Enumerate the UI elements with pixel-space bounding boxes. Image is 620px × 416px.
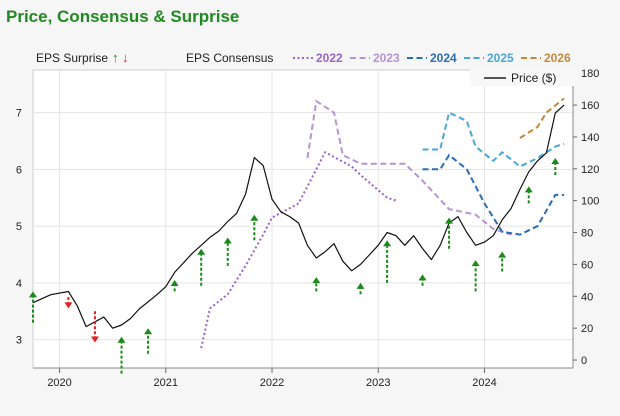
y-right-tick-100: 100 [581,196,599,208]
y-left-tick-6: 6 [16,164,22,176]
legend-consensus-label-2022: 2022 [316,51,343,65]
legend-consensus-label-2023: 2023 [373,51,400,65]
y-left-tick-7: 7 [16,108,22,120]
surprise-markers [29,157,560,374]
surprise-marker-up-10 [356,282,365,295]
surprise-marker-up-9 [312,277,321,292]
legend: EPS Surprise ↑ ↓ EPS Consensus 2022 2023 2… [36,50,578,86]
y-right-tick-20: 20 [581,323,593,335]
x-tick-2024: 2024 [472,377,496,389]
surprise-marker-up-0 [29,291,37,323]
legend-consensus-label-2026: 2026 [544,51,571,65]
legend-consensus-entries: 2022 2023 2024 2025 2026 [293,51,571,65]
legend-price-label: Price ($) [511,71,556,85]
y-right-tick-40: 40 [581,291,593,303]
y-right-tick-140: 140 [581,132,599,144]
surprise-marker-up-17 [551,157,560,176]
surprise-marker-down-1 [64,297,73,309]
x-tick-2023: 2023 [366,377,390,389]
legend-price-box [470,69,578,86]
y-right-tick-120: 120 [581,164,599,176]
legend-surprise-up-icon: ↑ [112,50,119,65]
grid-lines [33,70,573,368]
surprise-marker-up-13 [445,217,454,249]
y-right-tick-60: 60 [581,259,593,271]
legend-consensus-label-2024: 2024 [430,51,457,65]
price-line [32,104,565,329]
y-left-tick-4: 4 [16,278,22,290]
consensus-line-2024 [422,153,565,236]
surprise-marker-up-8 [250,214,259,241]
consensus-line-2025 [422,111,565,168]
surprise-marker-up-11 [383,240,392,283]
x-tick-2020: 2020 [47,377,71,389]
surprise-marker-up-6 [197,248,206,286]
y-left-tick-3: 3 [16,335,22,347]
surprise-marker-up-16 [524,186,533,204]
y-right-tick-0: 0 [581,355,587,367]
y-right-tick-180: 180 [581,68,599,80]
y-right-tick-160: 160 [581,100,599,112]
surprise-marker-up-7 [223,237,232,266]
consensus-line-2026 [519,97,565,139]
consensus-line-2022 [200,150,397,349]
surprise-marker-up-12 [418,274,427,286]
chart-title: Price, Consensus & Surprise [6,7,240,26]
series-layer [32,97,565,349]
surprise-marker-up-4 [144,328,153,354]
x-tick-2021: 2021 [154,377,178,389]
plot-area [32,69,574,369]
legend-consensus-label-2025: 2025 [487,51,514,65]
x-tick-2022: 2022 [260,377,284,389]
surprise-marker-up-3 [117,336,126,374]
legend-eps-surprise-label: EPS Surprise [36,51,108,65]
legend-eps-consensus-label: EPS Consensus [186,51,273,65]
surprise-marker-up-15 [498,251,507,272]
y-right-tick-80: 80 [581,228,593,240]
legend-surprise-down-icon: ↓ [122,50,129,65]
surprise-marker-down-2 [90,311,99,343]
surprise-marker-up-5 [170,280,179,292]
consensus-line-2023 [306,99,512,236]
axes: 3 4 5 6 7 0 20 40 60 80 100 120 140 160 180 2020 2021 202… [16,68,599,389]
surprise-marker-up-14 [471,260,480,292]
y-left-tick-5: 5 [16,221,22,233]
